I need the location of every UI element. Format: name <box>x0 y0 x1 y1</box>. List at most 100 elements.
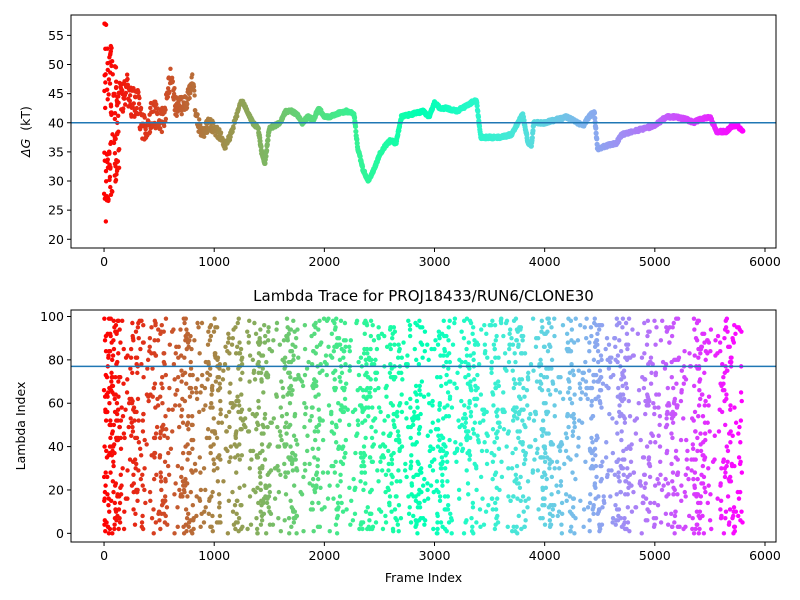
lambda-point <box>463 416 469 421</box>
lambda-point <box>338 318 344 324</box>
lambda-point <box>656 481 661 486</box>
lambda-point <box>286 515 292 521</box>
delta-g-point <box>112 161 118 167</box>
lambda-point <box>399 409 405 415</box>
lambda-point <box>245 526 250 532</box>
lambda-point <box>613 502 618 508</box>
lambda-point <box>343 344 348 350</box>
lambda-point <box>417 505 423 510</box>
lambda-point <box>620 383 625 389</box>
delta-g-point <box>116 165 122 170</box>
lambda-point <box>404 474 409 480</box>
lambda-point <box>363 435 368 441</box>
lambda-point <box>612 335 618 341</box>
lambda-point <box>238 346 244 352</box>
lambda-point <box>669 461 674 467</box>
lambda-point <box>106 531 112 536</box>
lambda-point <box>591 502 596 508</box>
lambda-point <box>722 335 727 341</box>
lambda-point <box>674 381 679 386</box>
lambda-point <box>703 437 708 443</box>
lambda-point <box>205 377 210 382</box>
lambda-x-tick-label: 4000 <box>529 548 561 563</box>
lambda-point <box>282 461 287 467</box>
lambda-point <box>269 348 275 354</box>
lambda-point <box>420 483 426 488</box>
lambda-point <box>552 316 557 321</box>
lambda-point <box>344 507 349 512</box>
lambda-point <box>117 500 123 506</box>
lambda-point <box>549 474 555 480</box>
lambda-point <box>504 318 510 324</box>
lambda-point <box>299 492 305 497</box>
lambda-x-tick-label: 6000 <box>749 548 781 563</box>
lambda-point <box>513 472 519 477</box>
lambda-point <box>706 340 712 345</box>
lambda-point <box>117 424 122 430</box>
lambda-point <box>435 526 440 532</box>
lambda-point <box>497 487 502 493</box>
lambda-point <box>227 351 232 356</box>
delta-g-point <box>161 123 167 129</box>
lambda-point <box>718 498 724 504</box>
lambda-point <box>522 351 528 356</box>
lambda-point <box>194 513 199 519</box>
lambda-point <box>549 357 555 363</box>
lambda-point <box>443 444 448 449</box>
lambda-point <box>294 531 299 536</box>
delta-g-point <box>103 80 108 85</box>
lambda-point <box>655 476 660 482</box>
lambda-point <box>218 398 223 404</box>
lambda-point <box>531 418 537 423</box>
lambda-point <box>261 500 266 506</box>
lambda-point <box>250 357 256 363</box>
delta-g-y-axis-unit: (kT) <box>18 106 33 131</box>
lambda-point <box>111 459 116 464</box>
lambda-point <box>492 346 497 352</box>
lambda-point <box>274 394 279 399</box>
lambda-point <box>731 340 737 345</box>
lambda-point <box>258 487 263 493</box>
lambda-point <box>288 498 293 504</box>
lambda-point <box>492 453 497 458</box>
lambda-point <box>165 463 171 469</box>
lambda-point <box>165 522 170 527</box>
lambda-point <box>670 435 675 441</box>
lambda-point <box>481 418 486 423</box>
lambda-point <box>335 483 340 488</box>
lambda-point <box>120 318 125 324</box>
lambda-point <box>618 348 624 354</box>
delta-g-point <box>529 135 535 141</box>
lambda-point <box>247 318 252 324</box>
lambda-point <box>110 383 116 389</box>
lambda-point <box>177 403 182 408</box>
lambda-point <box>542 522 548 527</box>
lambda-point <box>316 327 321 332</box>
lambda-point <box>152 338 157 343</box>
lambda-point <box>718 481 723 486</box>
lambda-point <box>131 338 136 343</box>
lambda-point <box>397 346 402 352</box>
lambda-point <box>388 346 393 352</box>
lambda-point <box>625 492 630 497</box>
delta-g-point <box>103 168 109 174</box>
lambda-point <box>219 420 225 425</box>
lambda-point <box>291 520 297 525</box>
lambda-point <box>118 340 123 345</box>
lambda-point <box>277 429 283 434</box>
delta-g-point <box>143 127 148 132</box>
delta-g-point <box>357 153 363 159</box>
lambda-point <box>140 526 146 532</box>
lambda-point <box>630 327 635 332</box>
lambda-point <box>728 407 733 412</box>
lambda-point <box>593 485 598 490</box>
delta-g-point <box>147 129 153 135</box>
lambda-point <box>430 403 435 408</box>
lambda-point <box>679 498 684 504</box>
lambda-point <box>662 366 668 371</box>
lambda-point <box>435 444 441 449</box>
lambda-point <box>378 459 383 464</box>
lambda-point <box>266 505 271 510</box>
lambda-point <box>697 388 702 393</box>
lambda-point <box>301 474 306 480</box>
